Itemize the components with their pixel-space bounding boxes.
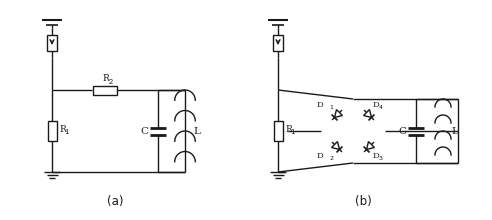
Text: L: L — [193, 126, 200, 136]
Text: D: D — [373, 101, 380, 109]
Text: C: C — [140, 126, 148, 136]
Text: 4: 4 — [379, 104, 383, 110]
Text: (b): (b) — [355, 195, 371, 208]
Text: D: D — [316, 152, 323, 160]
Text: 3: 3 — [379, 156, 383, 161]
Text: 2: 2 — [329, 156, 333, 161]
Bar — [48, 121, 57, 141]
Text: 1: 1 — [329, 104, 333, 110]
Text: (a): (a) — [107, 195, 123, 208]
Text: C: C — [398, 126, 406, 136]
Text: 1: 1 — [290, 129, 295, 135]
Text: 2: 2 — [109, 79, 113, 85]
Bar — [93, 86, 117, 95]
Text: 1: 1 — [64, 129, 68, 135]
Bar — [273, 35, 283, 51]
Text: R: R — [102, 74, 109, 83]
Bar — [47, 35, 57, 51]
Text: D: D — [316, 101, 323, 109]
Text: R: R — [285, 125, 292, 134]
Text: D: D — [373, 152, 380, 160]
Text: R: R — [59, 125, 66, 134]
Bar — [274, 121, 282, 141]
Text: L: L — [451, 126, 458, 136]
